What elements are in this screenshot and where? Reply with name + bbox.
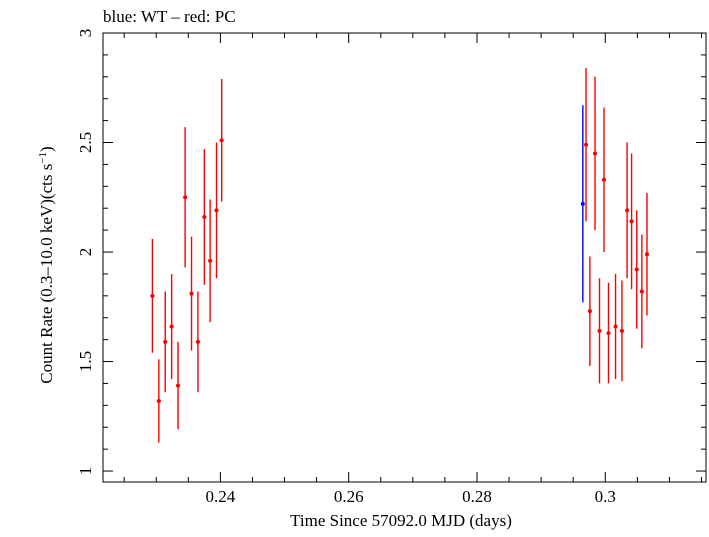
point-marker xyxy=(644,252,649,257)
y-tick-label: 1.5 xyxy=(76,351,95,372)
data-point xyxy=(639,234,644,349)
data-point xyxy=(597,278,602,384)
series-pc xyxy=(150,68,649,443)
point-marker xyxy=(580,201,585,206)
x-axis-label: Time Since 57092.0 MJD (days) xyxy=(290,511,512,530)
x-tick-label: 0.24 xyxy=(206,487,236,506)
y-tick-label: 1 xyxy=(76,467,95,476)
data-point xyxy=(176,341,181,430)
data-point xyxy=(619,280,624,382)
data-point xyxy=(156,359,161,443)
point-marker xyxy=(183,195,188,200)
point-marker xyxy=(156,398,161,403)
data-point xyxy=(183,127,188,268)
point-marker xyxy=(629,219,634,224)
point-marker xyxy=(619,328,624,333)
point-marker xyxy=(587,309,592,314)
data-point xyxy=(613,273,618,380)
plot-frame xyxy=(102,32,707,483)
point-marker xyxy=(163,339,168,344)
y-tick-label: 3 xyxy=(76,29,95,38)
point-marker xyxy=(602,177,607,182)
y-axis-label: Count Rate (0.3–10.0 keV)(cts s−1) xyxy=(37,146,56,383)
axis-ticks: 0.24 0.26 0.28 0.3 1 1.5 2 2.5 3 xyxy=(76,29,706,506)
data-point xyxy=(584,68,589,222)
point-marker xyxy=(593,151,598,156)
data-point xyxy=(214,142,219,279)
point-marker xyxy=(195,339,200,344)
data-point xyxy=(580,105,585,303)
data-point xyxy=(219,78,224,202)
data-point xyxy=(634,210,639,329)
data-point xyxy=(587,256,592,366)
point-marker xyxy=(584,142,589,147)
point-marker xyxy=(219,138,224,143)
point-marker xyxy=(169,324,174,329)
data-point xyxy=(602,107,607,253)
y-axis-label-main: Count Rate (0.3–10.0 keV)(cts s xyxy=(37,164,56,384)
chart-title: blue: WT – red: PC xyxy=(103,7,236,26)
point-marker xyxy=(597,328,602,333)
data-point xyxy=(208,199,213,323)
data-point xyxy=(189,236,194,351)
axes xyxy=(102,32,707,483)
point-marker xyxy=(606,331,611,336)
series-wt xyxy=(580,105,585,303)
x-tick-label: 0.26 xyxy=(334,487,364,506)
y-tick-label: 2.5 xyxy=(76,132,95,153)
data-point xyxy=(163,291,168,393)
point-marker xyxy=(639,289,644,294)
x-tick-label: 0.28 xyxy=(462,487,492,506)
data-point xyxy=(169,273,174,380)
y-tick-label: 2 xyxy=(76,248,95,257)
data-point xyxy=(606,282,611,384)
data-point xyxy=(150,238,155,353)
y-axis-label-sup: −1 xyxy=(37,152,49,164)
data-point xyxy=(625,142,630,279)
point-marker xyxy=(613,324,618,329)
point-marker xyxy=(202,214,207,219)
point-marker xyxy=(625,208,630,213)
point-marker xyxy=(634,267,639,272)
data-point xyxy=(195,291,200,393)
data-point xyxy=(202,149,207,285)
point-marker xyxy=(176,383,181,388)
data-points xyxy=(150,68,649,443)
point-marker xyxy=(189,291,194,296)
data-point xyxy=(644,192,649,316)
data-point xyxy=(629,153,634,290)
data-point xyxy=(593,76,598,231)
y-axis-label-close: ) xyxy=(37,146,56,152)
point-marker xyxy=(150,293,155,298)
x-tick-label: 0.3 xyxy=(595,487,616,506)
point-marker xyxy=(208,258,213,263)
point-marker xyxy=(214,208,219,213)
